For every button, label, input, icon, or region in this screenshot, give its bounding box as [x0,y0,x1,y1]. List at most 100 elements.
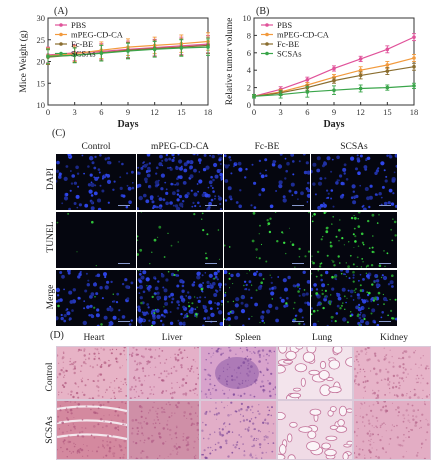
data-point [332,66,336,71]
fluorescence-image [224,212,310,268]
legend-label: mPEG-CD-CA [71,30,124,40]
y-tick-label: 15 [37,78,46,88]
col-label-fcbe: Fc-BE [254,142,280,152]
data-point [72,53,77,58]
col-label-control: Control [81,142,111,152]
data-point [358,57,363,61]
panel-label-c: (C) [52,128,66,139]
data-point [412,35,416,39]
legend-label: SCSAs [277,49,302,59]
col-label-liver: Liver [161,333,183,343]
row-label-merge: Merge [46,284,56,310]
data-point [358,73,363,78]
scale-bar [379,321,391,322]
x-tick-label: 9 [126,107,130,117]
legend-marker [265,51,269,56]
histology-texture [278,405,352,459]
data-point [385,63,390,67]
data-point [358,86,363,91]
x-tick-label: 0 [46,107,50,117]
panel-label-a: (A) [54,6,68,17]
row-label-scsas: SCSAs [45,416,55,444]
fluorescence-image [224,154,310,210]
fluorescence-texture [137,154,223,210]
x-tick-label: 15 [177,107,186,117]
col-label-kidney: Kidney [380,333,408,343]
fluorescence-image [311,154,397,210]
legend-marker [59,23,63,27]
x-tick-label: 18 [410,107,419,117]
data-point [46,54,50,59]
data-point [332,78,336,83]
fluorescence-image [311,270,397,326]
fluorescence-image [137,270,223,326]
fluorescence-texture [137,270,223,326]
scale-bar [205,205,217,206]
data-point [412,64,416,69]
fluorescence-texture [224,270,310,326]
histology-texture [201,347,276,399]
data-point [126,49,130,53]
y-axis-label: Relative tumor volume [225,18,235,106]
legend-marker [265,23,269,27]
histology-texture [354,347,430,399]
row-label-dapi: DAPI [46,167,56,191]
legend-label: PBS [71,20,86,30]
y-tick-label: 6 [247,48,251,58]
chart-tumor-volume: 0 2 4 6 8 10 0 3 6 9 12 15 18 Days Relative tumor volu… [225,13,419,130]
data-point [152,47,157,52]
x-tick-label: 3 [73,107,77,117]
scale-bar [205,321,217,322]
scale-bar [292,263,304,264]
y-tick-label: 25 [37,35,46,45]
col-label-mpeg: mPEG-CD-CA [150,142,210,152]
fluorescence-texture [56,270,134,326]
histology-image [277,400,353,460]
scale-bar [379,263,391,264]
histology-texture [278,347,352,399]
legend-marker [265,42,269,46]
chart-mice-weight: 10 15 20 25 30 0 3 6 9 12 15 18 Days Mice Weight (g) P… [18,13,213,130]
histology-texture [130,401,199,459]
x-tick-label: 18 [204,107,213,117]
x-tick-label: 6 [99,107,103,117]
histology-image [56,346,128,400]
histology-image [277,346,353,400]
x-tick-label: 9 [332,107,336,117]
fluorescence-image [137,154,223,210]
scale-bar [118,205,130,206]
x-tick-label: 3 [279,107,283,117]
histology-image [200,400,277,460]
data-point [99,51,104,56]
histology-image [56,400,128,460]
histology-image [353,346,431,400]
data-point [385,47,390,52]
fluorescence-image [56,270,136,326]
scale-bar [205,263,217,264]
col-label-lung: Lung [311,333,333,343]
fluorescence-image [137,212,223,268]
data-point [385,85,390,90]
data-point [305,90,310,94]
series-scsas [46,38,210,65]
data-point [385,69,390,73]
fluorescence-texture [311,212,397,268]
legend-marker [59,51,63,56]
scale-bar [292,321,304,322]
data-point [206,45,210,49]
fluorescence-texture [56,213,97,267]
x-axis-label: Days [323,119,344,130]
y-tick-label: 8 [247,30,251,40]
row-label-control: Control [45,362,55,392]
fluorescence-texture [311,154,397,210]
col-label-heart: Heart [83,333,105,343]
histology-image [128,400,200,460]
fluorescence-texture [224,154,310,209]
fluorescence-texture [56,154,135,210]
histology-texture [201,401,275,459]
data-point [358,68,363,72]
series-scsas [252,82,416,99]
histology-texture [57,401,127,459]
row-label-tunel: TUNEL [46,221,56,253]
legend-label: PBS [277,20,292,30]
